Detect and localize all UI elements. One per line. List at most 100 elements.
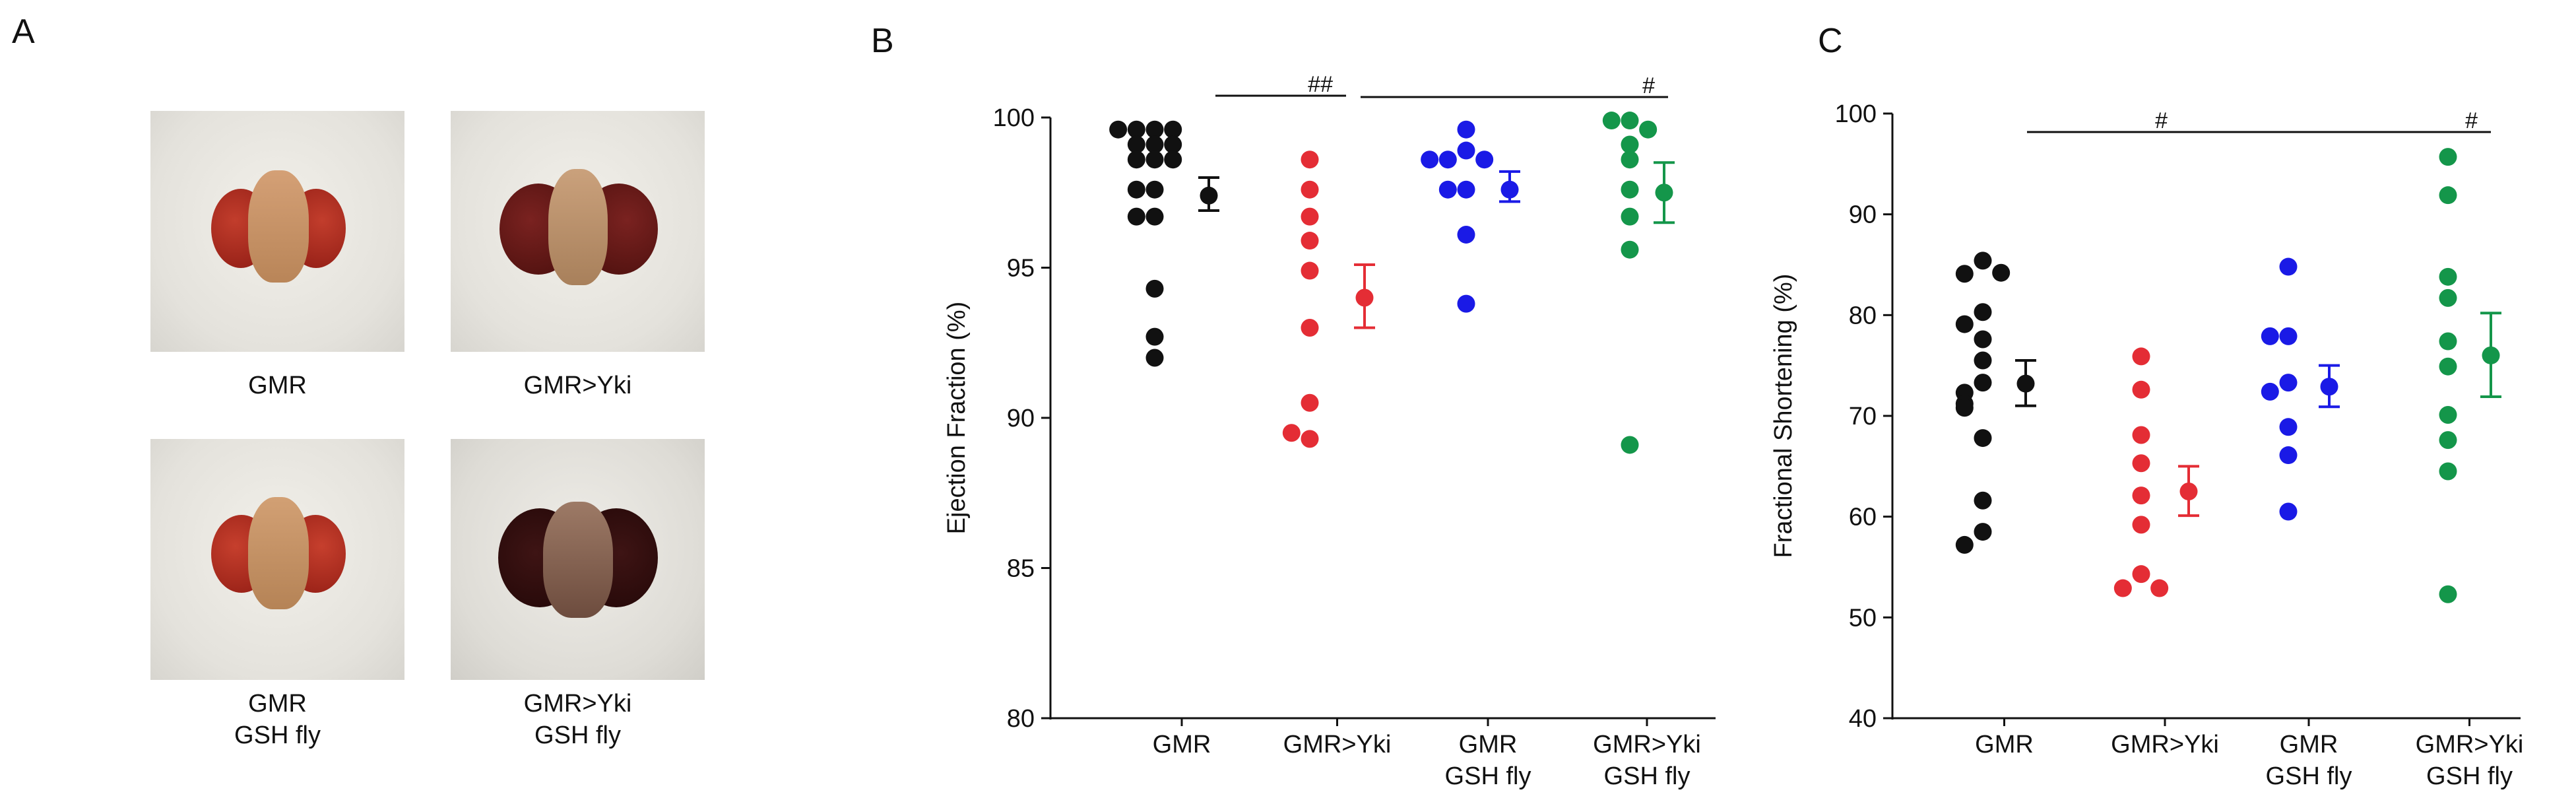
data-point	[1621, 240, 1639, 259]
data-point	[2132, 454, 2150, 473]
data-point	[1974, 303, 1992, 321]
photo-label-gmr-yki: GMR>Yki	[523, 372, 632, 399]
y-tick-label: 80	[1007, 705, 1035, 733]
y-tick-label: 50	[1849, 604, 1877, 632]
data-point	[1621, 112, 1639, 130]
y-tick-label: 100	[1835, 100, 1877, 128]
panel-a-letter: A	[12, 13, 35, 51]
significance-label: #	[1642, 73, 1655, 98]
data-point	[1974, 330, 1992, 349]
photo-label-gmr-yki-gsh: GMR>Yki GSH fly	[523, 690, 632, 749]
data-point	[2439, 585, 2457, 603]
y-axis-label: Ejection Fraction (%)	[943, 302, 971, 535]
data-point	[1164, 151, 1182, 169]
mean-point	[1655, 184, 1673, 202]
x-tick-label-line2: GSH fly	[2266, 762, 2352, 790]
data-point	[2279, 374, 2298, 392]
x-tick-label: GMR>Yki	[1283, 731, 1392, 758]
panel-b-letter: B	[871, 22, 894, 60]
y-tick-label: 60	[1849, 504, 1877, 531]
fly-eye-photo-gmr-yki	[451, 111, 705, 352]
data-point	[2261, 327, 2279, 345]
y-tick-label: 95	[1007, 255, 1035, 283]
data-point	[2261, 382, 2279, 401]
data-point	[1145, 279, 1164, 298]
data-point	[1974, 252, 1992, 270]
data-point	[1145, 135, 1164, 154]
data-point	[1621, 207, 1639, 226]
data-point	[1127, 180, 1145, 199]
data-point	[2132, 426, 2150, 444]
x-tick-label: GMR>Yki	[1593, 731, 1701, 758]
data-point	[1421, 151, 1439, 169]
data-point	[1955, 399, 1974, 417]
data-point	[1621, 135, 1639, 154]
y-tick-label: 40	[1849, 705, 1877, 733]
data-point	[2439, 148, 2457, 166]
data-point	[1974, 351, 1992, 370]
data-point	[2439, 332, 2457, 351]
x-tick-label-line2: GSH fly	[1445, 762, 1531, 790]
mean-point	[2016, 374, 2035, 393]
data-point	[1282, 424, 1301, 442]
panel-c-letter: C	[1818, 22, 1843, 60]
data-point	[1164, 120, 1182, 139]
data-point	[1974, 429, 1992, 448]
data-point	[2439, 405, 2457, 424]
mean-point	[1355, 288, 1374, 307]
data-point	[1164, 135, 1182, 154]
data-point	[1602, 112, 1621, 130]
data-point	[1127, 120, 1145, 139]
data-point	[1955, 265, 1974, 283]
data-point	[1145, 207, 1164, 226]
data-point	[1438, 151, 1457, 169]
x-tick-label: GMR	[1975, 731, 2034, 758]
data-point	[1127, 151, 1145, 169]
data-point	[1457, 225, 1475, 244]
significance-label: #	[2155, 108, 2168, 133]
data-point	[1992, 263, 2011, 282]
data-point	[1301, 207, 1319, 226]
data-point	[2439, 357, 2457, 376]
data-point	[1621, 180, 1639, 199]
photo-label-gmr: GMR	[248, 372, 307, 399]
fly-eye-photo-gmr-yki-gsh	[451, 439, 705, 680]
data-point	[2439, 267, 2457, 286]
mean-point	[2482, 346, 2500, 364]
x-tick-label: GMR>Yki	[2416, 731, 2524, 758]
ejection-fraction-chart: 80 85 90 95 100 Ejection Fraction (%) GMR GMR>Y…	[943, 72, 1716, 790]
significance-label: ##	[1308, 72, 1333, 97]
data-point	[1457, 120, 1475, 139]
data-point	[2279, 257, 2298, 276]
data-point	[2439, 462, 2457, 481]
data-point	[1145, 180, 1164, 199]
data-point	[1301, 232, 1319, 250]
data-point	[2279, 502, 2298, 521]
data-point	[2132, 565, 2150, 584]
data-point	[2132, 487, 2150, 505]
data-point	[1301, 430, 1319, 448]
mean-point	[1200, 186, 1218, 205]
data-point	[1457, 180, 1475, 199]
y-tick-label: 100	[993, 104, 1035, 132]
data-point	[1301, 393, 1319, 412]
y-tick-label: 70	[1849, 403, 1877, 430]
data-point	[1145, 349, 1164, 367]
data-point	[1974, 523, 1992, 541]
data-point	[2279, 418, 2298, 436]
data-point	[1145, 120, 1164, 139]
data-point	[1438, 180, 1457, 199]
data-point	[2439, 431, 2457, 450]
data-point	[1475, 151, 1494, 169]
mean-point	[2179, 483, 2198, 500]
data-point	[1621, 436, 1639, 454]
data-point	[1301, 180, 1319, 199]
data-point	[1109, 120, 1128, 139]
y-axis-label: Fractional Shortening (%)	[1770, 274, 1797, 558]
mean-point	[2320, 378, 2338, 396]
data-point	[1301, 261, 1319, 280]
data-point	[2439, 186, 2457, 205]
x-tick-label: GMR	[2280, 731, 2338, 758]
data-point	[1974, 374, 1992, 392]
